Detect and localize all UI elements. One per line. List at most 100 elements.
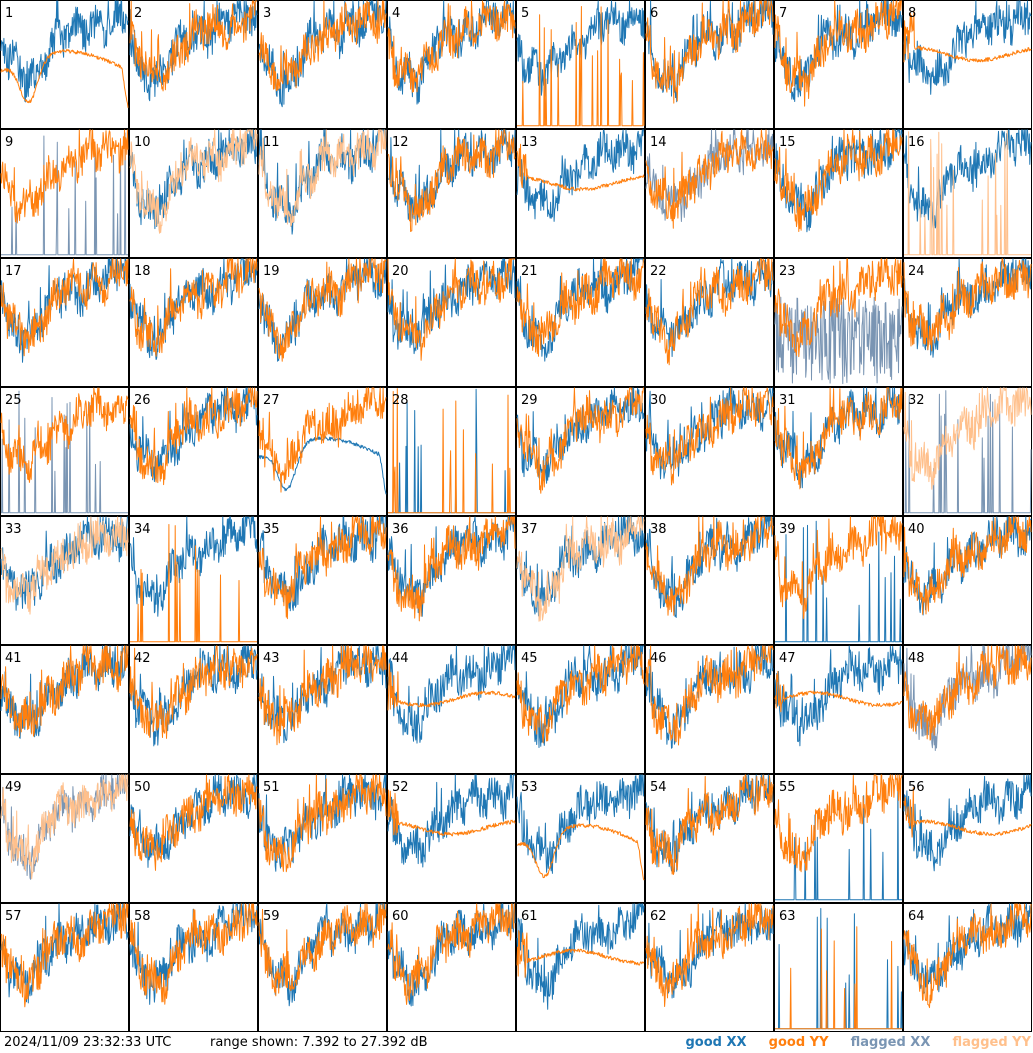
panel-59: 59 <box>258 903 387 1032</box>
panel-36: 36 <box>387 516 516 645</box>
panel-label: 42 <box>134 651 151 666</box>
panel-label: 26 <box>134 393 151 408</box>
panel-49: 49 <box>0 774 129 903</box>
panel-label: 21 <box>521 264 538 279</box>
panel-label: 52 <box>392 780 409 795</box>
panel-63: 63 <box>774 903 903 1032</box>
good-xx-line <box>903 129 1032 230</box>
panel-label: 17 <box>5 264 22 279</box>
flagged-xx-line <box>1 390 128 514</box>
good-xx-line <box>645 516 774 618</box>
good-yy-line <box>774 516 903 620</box>
panel-label: 48 <box>908 651 925 666</box>
good-yy-line <box>516 143 645 192</box>
panel-label: 31 <box>779 393 796 408</box>
good-yy-line <box>387 789 516 837</box>
panel-9: 9 <box>0 129 129 258</box>
panel-55: 55 <box>774 774 903 903</box>
flagged-xx-line <box>904 390 1032 514</box>
panel-label: 36 <box>392 522 409 537</box>
panel-label: 34 <box>134 522 151 537</box>
timestamp: 2024/11/09 23:32:33 UTC <box>4 1035 172 1050</box>
good-xx-line <box>516 774 645 874</box>
panel-label: 40 <box>908 522 925 537</box>
good-yy-line <box>0 129 129 224</box>
good-yy-line <box>516 930 645 978</box>
good-yy-line <box>129 903 258 1005</box>
panel-label: 15 <box>779 135 796 150</box>
good-xx-line <box>0 0 129 103</box>
panel-label: 7 <box>779 6 787 21</box>
panel-label: 24 <box>908 264 925 279</box>
panel-label: 64 <box>908 909 925 924</box>
panel-47: 47 <box>774 645 903 774</box>
panel-37: 37 <box>516 516 645 645</box>
good-yy-line <box>387 903 515 1005</box>
legend-good-yy: good YY <box>768 1035 829 1050</box>
flagged-yy-line <box>129 129 258 234</box>
panel-label: 32 <box>908 393 925 408</box>
good-yy-line <box>774 670 903 713</box>
panel-14: 14 <box>645 129 774 258</box>
flagged-yy-line <box>0 516 129 615</box>
panel-label: 5 <box>521 6 529 21</box>
panel-48: 48 <box>903 645 1032 774</box>
panel-16: 16 <box>903 129 1032 258</box>
panel-22: 22 <box>645 258 774 387</box>
good-yy-line <box>387 129 516 232</box>
flagged-yy-line <box>0 774 128 880</box>
panel-2: 2 <box>129 0 258 129</box>
panel-label: 13 <box>521 135 538 150</box>
panel-label: 53 <box>521 780 538 795</box>
panel-label: 61 <box>521 909 538 924</box>
good-yy-line <box>0 258 129 357</box>
panel-label: 63 <box>779 909 796 924</box>
panel-label: 29 <box>521 393 538 408</box>
panel-label: 37 <box>521 522 538 537</box>
panel-label: 8 <box>908 6 916 21</box>
panel-label: 45 <box>521 651 538 666</box>
panel-label: 18 <box>134 264 151 279</box>
footer: 2024/11/09 23:32:33 UTC range shown: 7.3… <box>0 1033 1033 1053</box>
panel-label: 62 <box>650 909 667 924</box>
good-yy-line <box>258 645 387 746</box>
panel-40: 40 <box>903 516 1032 645</box>
good-yy-line <box>645 258 774 366</box>
panel-62: 62 <box>645 903 774 1032</box>
panel-label: 1 <box>5 6 13 21</box>
good-yy-line <box>258 258 387 362</box>
good-xx-line <box>387 645 516 744</box>
panel-24: 24 <box>903 258 1032 387</box>
good-yy-line <box>645 0 774 104</box>
panel-46: 46 <box>645 645 774 774</box>
panel-50: 50 <box>129 774 258 903</box>
good-yy-line <box>258 0 387 92</box>
panel-44: 44 <box>387 645 516 774</box>
good-xx-line <box>903 774 1032 872</box>
panel-label: 2 <box>134 6 142 21</box>
panel-11: 11 <box>258 129 387 258</box>
panel-label: 59 <box>263 909 280 924</box>
legend-good-xx: good XX <box>685 1035 747 1050</box>
panel-25: 25 <box>0 387 129 516</box>
panel-label: 57 <box>5 909 22 924</box>
legend-flagged-yy: flagged YY <box>952 1035 1032 1050</box>
panel-33: 33 <box>0 516 129 645</box>
panel-label: 23 <box>779 264 796 279</box>
good-xx-line <box>775 520 902 643</box>
panel-27: 27 <box>258 387 387 516</box>
panel-30: 30 <box>645 387 774 516</box>
good-yy-line <box>129 645 258 739</box>
panel-57: 57 <box>0 903 129 1032</box>
panel-54: 54 <box>645 774 774 903</box>
good-yy-line <box>903 787 1032 838</box>
panel-56: 56 <box>903 774 1032 903</box>
panel-31: 31 <box>774 387 903 516</box>
panel-label: 3 <box>263 6 271 21</box>
panel-23: 23 <box>774 258 903 387</box>
panel-43: 43 <box>258 645 387 774</box>
good-yy-line <box>387 0 516 93</box>
good-yy-line <box>258 774 387 873</box>
good-xx-line <box>387 903 516 1007</box>
